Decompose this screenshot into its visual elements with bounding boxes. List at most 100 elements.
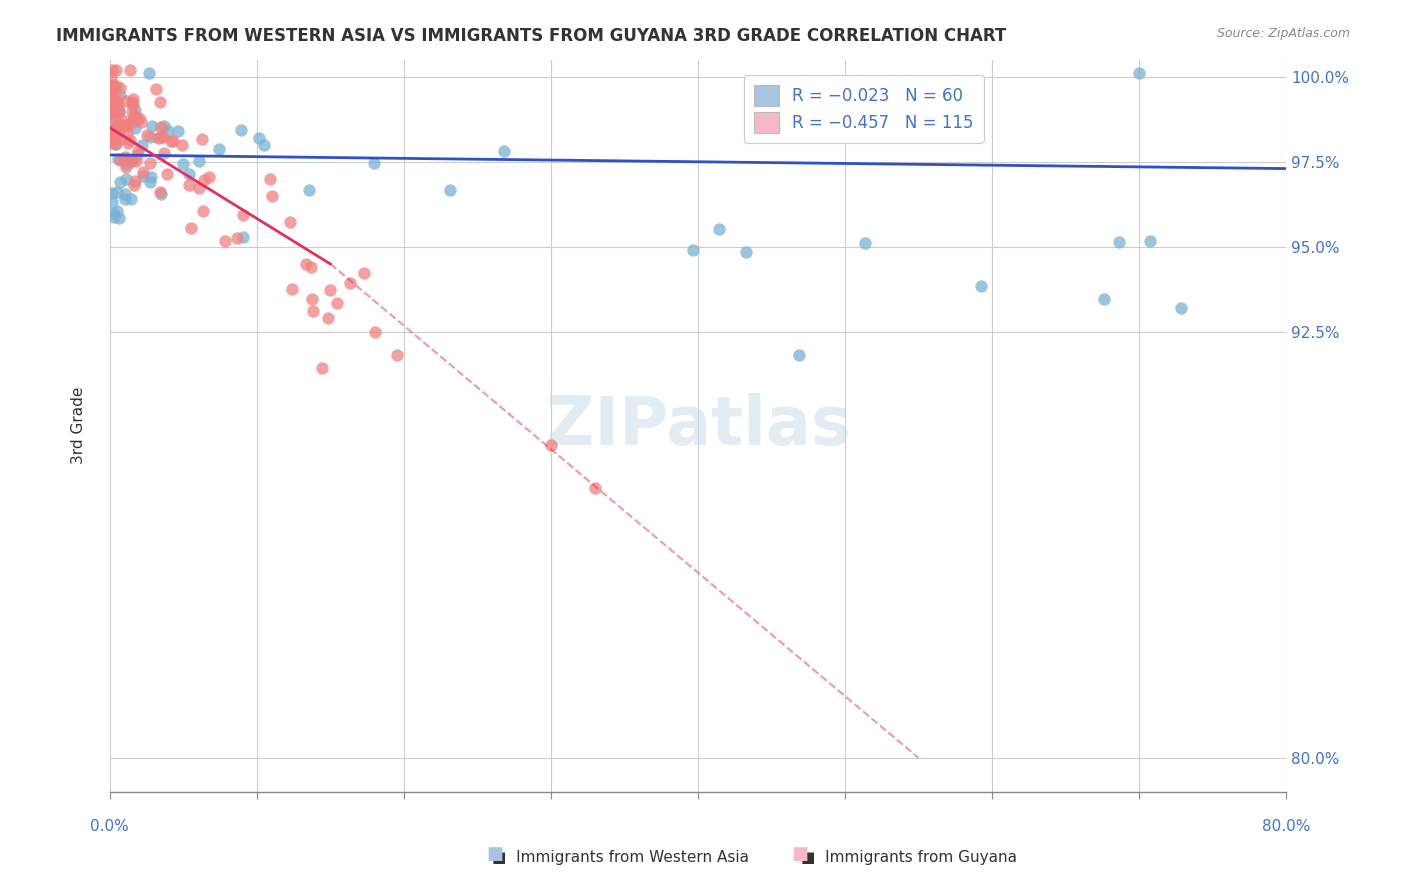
Point <box>108 120 131 134</box>
Point <box>302 304 325 318</box>
Point <box>139 175 162 189</box>
Point <box>108 105 131 120</box>
Point <box>101 206 124 220</box>
Text: ■  Immigrants from Western Asia: ■ Immigrants from Western Asia <box>492 850 749 865</box>
Point <box>125 153 148 168</box>
Point <box>735 245 758 260</box>
Point <box>125 148 148 162</box>
Point <box>1139 235 1161 249</box>
Point <box>124 103 146 117</box>
Point <box>191 132 214 146</box>
Point <box>122 178 145 192</box>
Point <box>100 102 122 116</box>
Point <box>100 136 122 150</box>
Point <box>101 126 124 140</box>
Point <box>117 120 139 134</box>
Text: IMMIGRANTS FROM WESTERN ASIA VS IMMIGRANTS FROM GUYANA 3RD GRADE CORRELATION CHA: IMMIGRANTS FROM WESTERN ASIA VS IMMIGRAN… <box>56 27 1007 45</box>
Point <box>278 215 301 229</box>
Point <box>131 169 153 183</box>
Point <box>114 153 136 167</box>
Point <box>110 132 132 146</box>
Point <box>385 348 408 362</box>
Point <box>104 121 127 136</box>
Point <box>253 137 276 152</box>
Point <box>156 167 179 181</box>
Point <box>149 129 172 144</box>
Point <box>121 103 143 118</box>
Point <box>107 117 129 131</box>
Point <box>232 208 254 222</box>
Point <box>104 130 127 145</box>
Text: ZIPatlas: ZIPatlas <box>546 392 851 458</box>
Point <box>104 78 127 93</box>
Point <box>970 279 993 293</box>
Point <box>132 164 155 178</box>
Point <box>114 160 136 174</box>
Point <box>295 256 318 270</box>
Point <box>108 124 131 138</box>
Text: ■: ■ <box>486 846 503 863</box>
Point <box>180 221 202 235</box>
Point <box>105 204 128 219</box>
Point <box>1170 301 1192 315</box>
Point <box>101 85 124 99</box>
Point <box>121 96 143 111</box>
Point <box>316 310 339 325</box>
Point <box>177 178 200 193</box>
Point <box>138 156 160 170</box>
Point <box>353 266 375 280</box>
Point <box>115 126 138 140</box>
Point <box>115 94 138 108</box>
Point <box>114 114 136 128</box>
Point <box>339 276 361 290</box>
Point <box>101 194 124 209</box>
Point <box>101 109 124 123</box>
Point <box>120 192 142 206</box>
Point <box>259 172 281 186</box>
Point <box>107 97 129 112</box>
Point <box>136 128 159 143</box>
Point <box>110 175 132 189</box>
Point <box>107 152 129 166</box>
Point <box>115 172 138 186</box>
Point <box>787 348 810 362</box>
Point <box>439 183 461 197</box>
Point <box>139 129 162 144</box>
Point <box>159 134 181 148</box>
Y-axis label: 3rd Grade: 3rd Grade <box>72 387 86 465</box>
Point <box>115 157 138 171</box>
Point <box>100 112 122 126</box>
Point <box>101 62 124 77</box>
Point <box>149 186 172 201</box>
Point <box>247 131 270 145</box>
Point <box>127 144 149 158</box>
Point <box>103 78 125 92</box>
Point <box>232 230 254 244</box>
Point <box>105 92 128 106</box>
Point <box>146 131 169 145</box>
Point <box>149 185 172 199</box>
Point <box>124 120 146 135</box>
Point <box>138 66 160 80</box>
Point <box>193 173 215 187</box>
Point <box>115 119 138 133</box>
Point <box>125 112 148 126</box>
Point <box>319 283 342 297</box>
Point <box>198 170 221 185</box>
Point <box>108 117 131 131</box>
Point <box>281 282 304 296</box>
Point <box>299 260 322 274</box>
Point <box>145 82 167 96</box>
Point <box>105 136 128 151</box>
Point <box>153 119 176 133</box>
Point <box>187 154 209 169</box>
Point <box>107 211 129 225</box>
Point <box>149 120 172 135</box>
Point <box>187 181 209 195</box>
Point <box>101 186 124 200</box>
Point <box>214 235 236 249</box>
Point <box>177 167 200 181</box>
Point <box>104 95 127 109</box>
Text: 80.0%: 80.0% <box>1261 819 1310 834</box>
Point <box>156 124 179 138</box>
